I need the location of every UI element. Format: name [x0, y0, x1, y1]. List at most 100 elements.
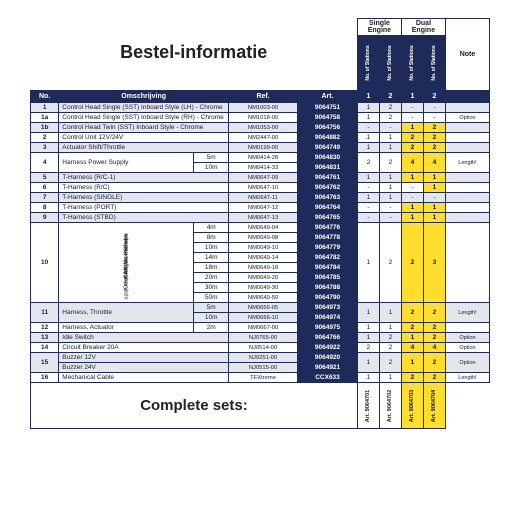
cell-station: 2	[379, 223, 401, 303]
cell-art: 9064921	[298, 363, 358, 373]
table-row: 16Mechanical CableTFXtremeCCX6331122Leng…	[31, 373, 490, 383]
cell-station: 1	[423, 173, 445, 183]
cell-desc: Harness Power Supply	[59, 153, 194, 173]
table-row: 13Idle SwitchNJ0765-0090647661212Option	[31, 333, 490, 343]
page: Bestel-informatie Single Engine Dual Eng…	[0, 0, 520, 429]
cell-station: 1	[401, 333, 423, 343]
cell-desc: Control Head Single (SST) Inboard Style …	[59, 113, 229, 123]
cell-station: 1	[379, 133, 401, 143]
cell-station: 2	[379, 113, 401, 123]
cell-sub: 4m	[194, 223, 229, 233]
cell-station: 2	[423, 353, 445, 373]
table-row: 15Buzzer 12VNJ0251-0090649201212Option	[31, 353, 490, 363]
col-desc: Omschrijving	[59, 91, 229, 103]
order-table: Bestel-informatie Single Engine Dual Eng…	[30, 18, 490, 429]
cell-note	[445, 193, 489, 203]
cell-desc: Idle Switch	[59, 333, 229, 343]
cell-note	[445, 213, 489, 223]
cell-no: 1a	[31, 113, 59, 123]
cell-sub: 50m	[194, 293, 229, 303]
cell-art: CCX633	[298, 373, 358, 383]
cell-art: 9064882	[298, 133, 358, 143]
cell-ref: NM0649-08	[228, 233, 297, 243]
cell-station: 2	[379, 153, 401, 173]
cell-sub: 10m	[194, 313, 229, 323]
cell-sub: 8m	[194, 233, 229, 243]
cell-ref: NM0199-00	[228, 143, 297, 153]
footer-art: Art. 9064704	[423, 383, 445, 429]
col-d2: 2	[423, 91, 445, 103]
footer-art: Art. 9064701	[357, 383, 379, 429]
cell-note	[445, 123, 489, 133]
cell-station: -	[401, 183, 423, 193]
cell-art: 9064785	[298, 273, 358, 283]
table-row: 4Harness Power Supply5mNM0414-2890648302…	[31, 153, 490, 163]
table-row: 6T-Harness (R/C)NM0647-109064762-1-1	[31, 183, 490, 193]
cell-station: 2	[401, 373, 423, 383]
cell-art: 9064974	[298, 313, 358, 323]
cell-note: Option	[445, 343, 489, 353]
cell-station: 2	[423, 373, 445, 383]
cell-art: 9064973	[298, 303, 358, 313]
cell-station: 2	[401, 143, 423, 153]
cell-station: 4	[423, 343, 445, 353]
cell-ref: NM0649-10	[228, 243, 297, 253]
cell-desc: T-Harness (SINGLE)	[59, 193, 229, 203]
cell-sub: 10m	[194, 163, 229, 173]
cell-note	[445, 183, 489, 193]
cell-canbus: CANbus Harness(Other lengths availableup…	[59, 223, 194, 303]
cell-station: -	[379, 203, 401, 213]
cell-art: 9064764	[298, 203, 358, 213]
cell-station: 1	[357, 373, 379, 383]
cell-station: 1	[357, 173, 379, 183]
hdr-note: Note	[445, 19, 489, 91]
cell-note	[445, 133, 489, 143]
cell-ref: NM0647-11	[228, 193, 297, 203]
cell-station: 1	[423, 183, 445, 193]
cell-no: 4	[31, 153, 59, 173]
cell-station: 1	[401, 353, 423, 373]
cell-note	[445, 103, 489, 113]
cell-art: 9064749	[298, 143, 358, 153]
cell-sub: 20m	[194, 273, 229, 283]
cell-desc: T-Harness (R/C-1)	[59, 173, 229, 183]
cell-no: 9	[31, 213, 59, 223]
cell-no: 3	[31, 143, 59, 153]
cell-no: 16	[31, 373, 59, 383]
cell-art: 9064766	[298, 333, 358, 343]
cell-desc: Mechanical Cable	[59, 373, 229, 383]
cell-station: 2	[379, 343, 401, 353]
table-row: 14Circuit Breaker 20ANJ0514-009064922224…	[31, 343, 490, 353]
cell-sub: 18m	[194, 263, 229, 273]
cell-no: 1b	[31, 123, 59, 133]
cell-sub: 5m	[194, 303, 229, 313]
cell-art: 9064788	[298, 283, 358, 293]
cell-sub: 2m	[194, 323, 229, 333]
cell-no: 2	[31, 133, 59, 143]
table-row: 12Harness, Actuator2mNM0667-009064975112…	[31, 323, 490, 333]
cell-station: 1	[401, 213, 423, 223]
cell-station: 2	[379, 353, 401, 373]
table-row: 7T-Harness (SINGLE)NM0647-11906476311--	[31, 193, 490, 203]
cell-art: 9064763	[298, 193, 358, 203]
cell-no: 8	[31, 203, 59, 213]
cell-note: Option	[445, 113, 489, 123]
cell-no: 6	[31, 183, 59, 193]
cell-art: 9064975	[298, 323, 358, 333]
cell-sub: 14m	[194, 253, 229, 263]
cell-no: 10	[31, 223, 59, 303]
cell-art: 9064790	[298, 293, 358, 303]
cell-station: 2	[357, 343, 379, 353]
hdr-st-2: No. of Stations	[379, 36, 401, 91]
cell-station: 2	[423, 303, 445, 323]
cell-art: 9064751	[298, 103, 358, 113]
cell-note: Option	[445, 353, 489, 373]
cell-no: 1	[31, 103, 59, 113]
hdr-dual: Dual Engine	[401, 19, 445, 36]
cell-ref: NM0649-50	[228, 293, 297, 303]
cell-station: 1	[357, 103, 379, 113]
cell-station: 1	[379, 183, 401, 193]
cell-ref: NM0647-09	[228, 173, 297, 183]
col-ref: Ref.	[228, 91, 297, 103]
cell-station: 2	[423, 143, 445, 153]
